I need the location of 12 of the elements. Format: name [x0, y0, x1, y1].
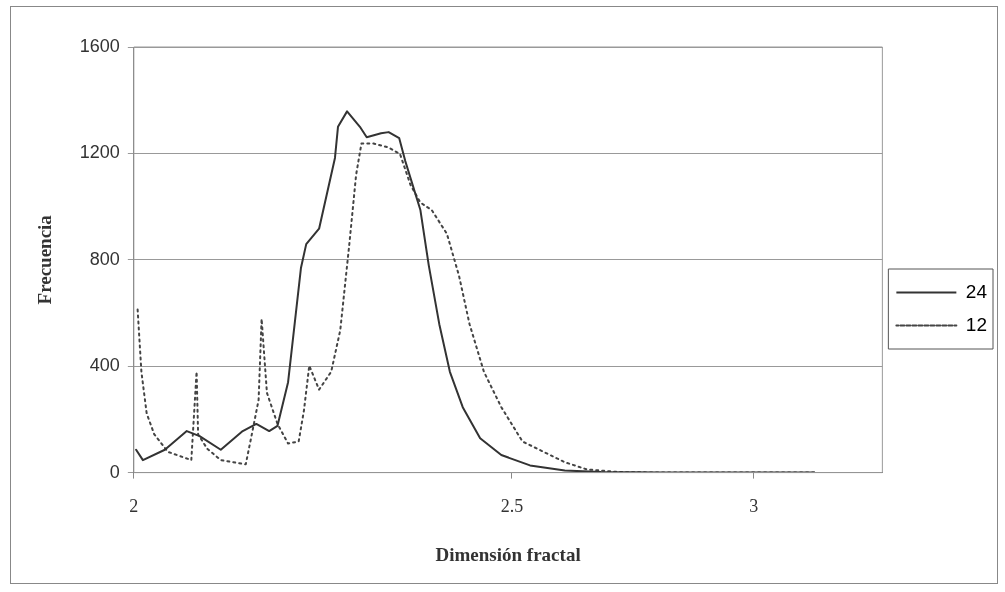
- y-tick-label: 1200: [79, 142, 120, 163]
- x-tick-label: 2.5: [500, 496, 524, 517]
- y-tick-label: 400: [89, 355, 120, 376]
- y-tick-label: 800: [89, 248, 120, 269]
- x-tick-label: 2: [129, 496, 139, 517]
- x-axis-title: Dimensión fractal: [435, 543, 581, 565]
- y-axis-title: Frecuencia: [34, 214, 56, 305]
- y-tick-label: 0: [109, 461, 120, 482]
- legend-label: 24: [965, 280, 988, 302]
- legend-label: 12: [965, 313, 988, 335]
- x-tick-label: 3: [749, 496, 759, 517]
- y-tick-label: 1600: [79, 35, 120, 56]
